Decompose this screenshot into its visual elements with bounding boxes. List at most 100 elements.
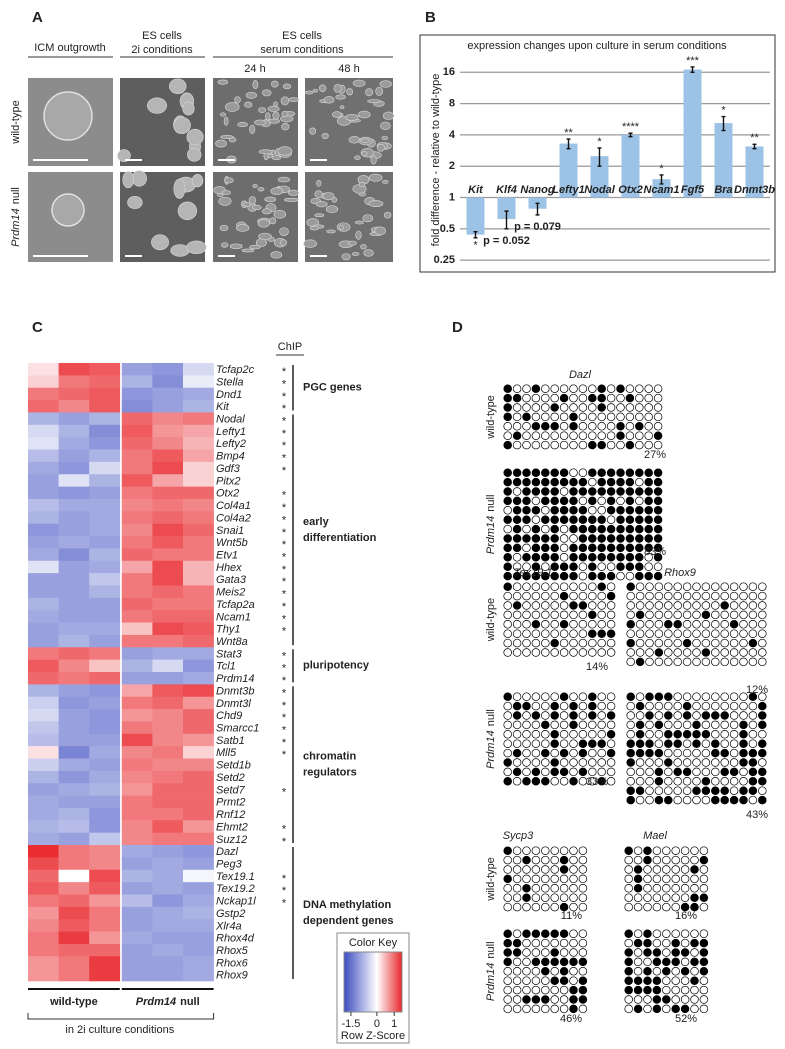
cpg-dot	[597, 562, 606, 571]
cpg-dot	[578, 748, 588, 758]
heatmap-cell	[28, 894, 59, 908]
heatmap-cell	[89, 498, 121, 512]
heatmap-cell	[183, 412, 214, 426]
methylation-grid	[626, 582, 767, 667]
cpg-dot	[643, 884, 652, 893]
cpg-dot	[653, 477, 663, 487]
heatmap-cell	[183, 733, 214, 747]
heatmap-cell	[89, 832, 121, 846]
bar	[466, 197, 485, 235]
cpg-dot	[635, 524, 644, 534]
cpg-dot	[512, 884, 522, 893]
cell-cluster	[268, 118, 280, 124]
gene-label: Rhox4d	[216, 933, 255, 945]
cpg-dot	[711, 648, 720, 657]
cpg-dot	[664, 657, 673, 667]
cpg-dot	[701, 786, 711, 795]
cpg-dot	[692, 711, 701, 720]
mutant-suffix: null	[485, 709, 497, 726]
cpg-dot	[550, 601, 559, 610]
heatmap-cell	[58, 931, 90, 945]
cpg-dot	[645, 638, 654, 648]
cpg-dot	[699, 855, 709, 865]
cell-cluster	[254, 119, 267, 126]
cpg-dot	[606, 582, 616, 591]
cpg-dot	[541, 855, 550, 865]
heatmap-cell	[58, 498, 90, 512]
heatmap-cell	[152, 857, 184, 871]
cpg-dot	[578, 468, 588, 477]
cpg-dot	[664, 620, 673, 629]
cpg-dot	[662, 957, 671, 967]
heatmap-cell	[121, 622, 153, 636]
heatmap-cell	[58, 449, 90, 463]
cpg-dot	[559, 938, 569, 948]
heatmap-cell	[89, 585, 121, 599]
cpg-dot	[635, 506, 644, 515]
heatmap-cell	[58, 746, 90, 759]
cpg-dot	[531, 976, 541, 985]
cpg-dot	[680, 957, 690, 967]
cpg-dot	[512, 711, 522, 720]
heatmap-cell	[28, 696, 59, 710]
cpg-dot	[644, 487, 653, 496]
cpg-dot	[739, 739, 748, 748]
cpg-dot	[635, 582, 645, 591]
cpg-dot	[569, 893, 578, 902]
chip-marker: *	[282, 873, 287, 885]
cpg-dot	[729, 601, 739, 610]
cpg-dot	[729, 767, 739, 777]
heatmap-cell	[152, 424, 184, 438]
cpg-dot	[645, 739, 654, 748]
cpg-dot	[635, 610, 645, 620]
heatmap-cell	[58, 647, 90, 660]
cpg-dot	[729, 648, 739, 657]
heatmap-cell	[183, 424, 214, 438]
cpg-dot	[569, 638, 578, 648]
heatmap-cell	[152, 733, 184, 747]
cpg-dot	[616, 496, 625, 506]
chip-marker: *	[282, 502, 287, 514]
cpg-dot	[578, 422, 588, 431]
error-bar	[659, 174, 664, 185]
heatmap-cell	[58, 968, 90, 982]
heatmap-cell	[121, 919, 153, 932]
cpg-dot	[578, 967, 588, 976]
cpg-dot	[606, 477, 616, 487]
cpg-dot	[729, 620, 739, 629]
cell-cluster	[186, 240, 207, 255]
cell-cluster	[187, 147, 202, 162]
cpg-dot	[578, 758, 588, 767]
cpg-dot	[699, 957, 709, 967]
cpg-dot	[739, 657, 748, 667]
cpg-dot	[578, 601, 588, 610]
cpg-dot	[606, 777, 616, 786]
mutant-gene: Prdm14	[485, 963, 497, 1002]
cpg-dot	[633, 1004, 643, 1014]
heatmap-cell	[28, 906, 59, 920]
cpg-dot	[503, 648, 512, 657]
cpg-dot	[512, 995, 522, 1004]
heatmap-cell	[121, 536, 153, 549]
group-label: chromatin	[303, 751, 356, 763]
cell-cluster	[358, 182, 366, 187]
cpg-dot	[644, 422, 653, 431]
heatmap-cell	[183, 931, 214, 945]
cpg-dot	[569, 1004, 578, 1014]
cpg-dot	[690, 967, 699, 976]
heatmap-cell	[28, 733, 59, 747]
cpg-dot	[625, 534, 635, 543]
cell-cluster	[267, 105, 280, 112]
cpg-dot	[653, 393, 663, 403]
heatmap-cell	[28, 869, 59, 883]
cpg-dot	[550, 534, 559, 543]
cpg-dot	[625, 515, 635, 524]
cpg-dot	[720, 629, 729, 638]
cpg-dot	[569, 648, 578, 657]
cpg-dot	[512, 620, 522, 629]
heatmap-cell	[121, 486, 153, 500]
cpg-dot	[503, 496, 512, 506]
cpg-dot	[652, 985, 662, 995]
cpg-dot	[503, 422, 512, 431]
cell-cluster	[279, 227, 289, 237]
